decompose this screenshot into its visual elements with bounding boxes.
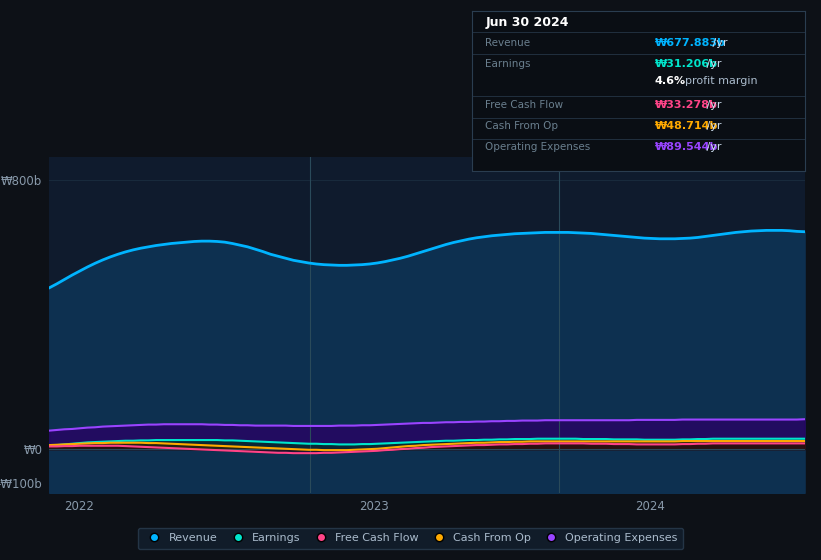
- Text: /yr: /yr: [703, 59, 722, 69]
- Text: ₩33.278b: ₩33.278b: [655, 100, 718, 110]
- Text: 4.6%: 4.6%: [655, 76, 686, 86]
- Text: /yr: /yr: [709, 38, 727, 48]
- Legend: Revenue, Earnings, Free Cash Flow, Cash From Op, Operating Expenses: Revenue, Earnings, Free Cash Flow, Cash …: [138, 528, 683, 549]
- Text: ₩31.206b: ₩31.206b: [655, 59, 718, 69]
- Text: Jun 30 2024: Jun 30 2024: [485, 16, 569, 30]
- Text: Operating Expenses: Operating Expenses: [485, 142, 590, 152]
- Text: Earnings: Earnings: [485, 59, 531, 69]
- Text: ₩89.544b: ₩89.544b: [655, 142, 718, 152]
- Text: profit margin: profit margin: [685, 76, 758, 86]
- Text: ₩677.883b: ₩677.883b: [655, 38, 726, 48]
- Text: Revenue: Revenue: [485, 38, 530, 48]
- Text: /yr: /yr: [703, 142, 722, 152]
- Text: ₩48.714b: ₩48.714b: [655, 121, 718, 131]
- Text: /yr: /yr: [703, 121, 722, 131]
- Text: Free Cash Flow: Free Cash Flow: [485, 100, 563, 110]
- Text: Cash From Op: Cash From Op: [485, 121, 558, 131]
- Text: /yr: /yr: [703, 100, 722, 110]
